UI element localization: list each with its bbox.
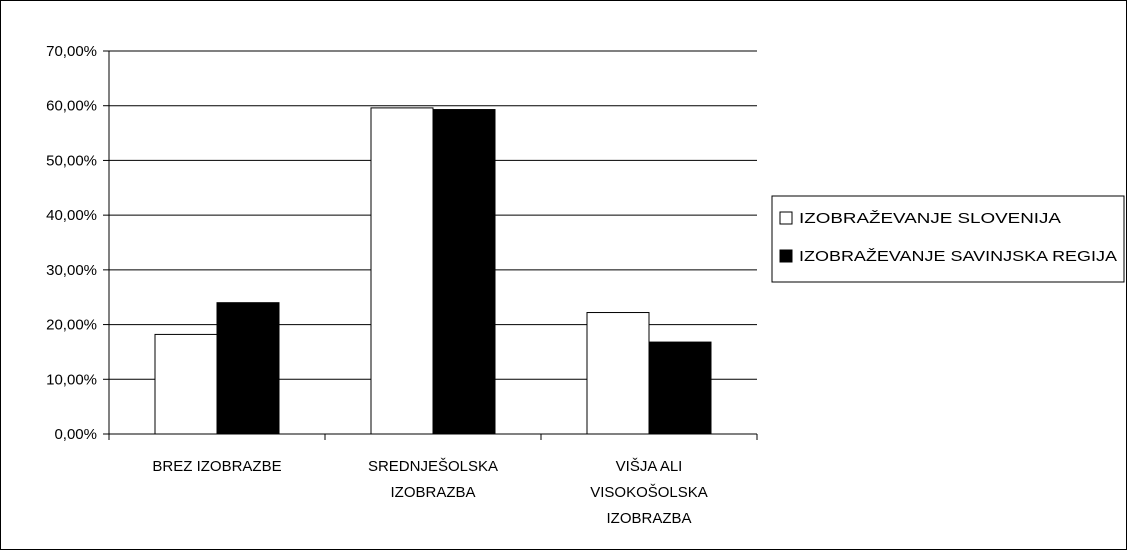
legend-label: IZOBRAŽEVANJE SAVINJSKA REGIJA [799,248,1117,265]
x-category-labels: BREZ IZOBRAZBE SREDNJEŠOLSKA IZOBRAZBA VIŠJ… [152,458,707,527]
y-tick-label: 50,00% [46,152,97,169]
bar [216,302,280,435]
legend-swatch [779,211,793,225]
legend-swatch [779,249,793,263]
legend-label: IZOBRAŽEVANJE SLOVENIJA [799,210,1061,227]
x-category-label: IZOBRAZBA [606,510,691,527]
y-tick-label: 40,00% [46,207,97,224]
bar [586,312,650,435]
bar [370,107,434,435]
axes [103,50,758,440]
bar [648,341,712,435]
x-category-label: SREDNJEŠOLSKA [368,458,498,475]
y-tick-label: 60,00% [46,98,97,115]
y-tick-label: 30,00% [46,262,97,279]
legend-box [771,195,1125,283]
y-tick-label: 0,00% [54,426,97,443]
x-category-label: VISOKOŠOLSKA [590,484,708,501]
x-category-label: IZOBRAZBA [390,484,475,501]
x-category-label: BREZ IZOBRAZBE [152,458,281,475]
x-category-label: VIŠJA ALI [616,458,683,475]
bars [154,107,712,435]
bar [154,333,218,435]
bar [432,109,496,435]
y-tick-labels: 0,00% 10,00% 20,00% 30,00% 40,00% 50,00% 60,00… [46,43,97,443]
legend: IZOBRAŽEVANJE SLOVENIJA IZOBRAŽEVANJE SAV… [771,195,1125,283]
y-tick-label: 70,00% [46,43,97,60]
y-tick-label: 20,00% [46,317,97,334]
y-tick-label: 10,00% [46,371,97,388]
